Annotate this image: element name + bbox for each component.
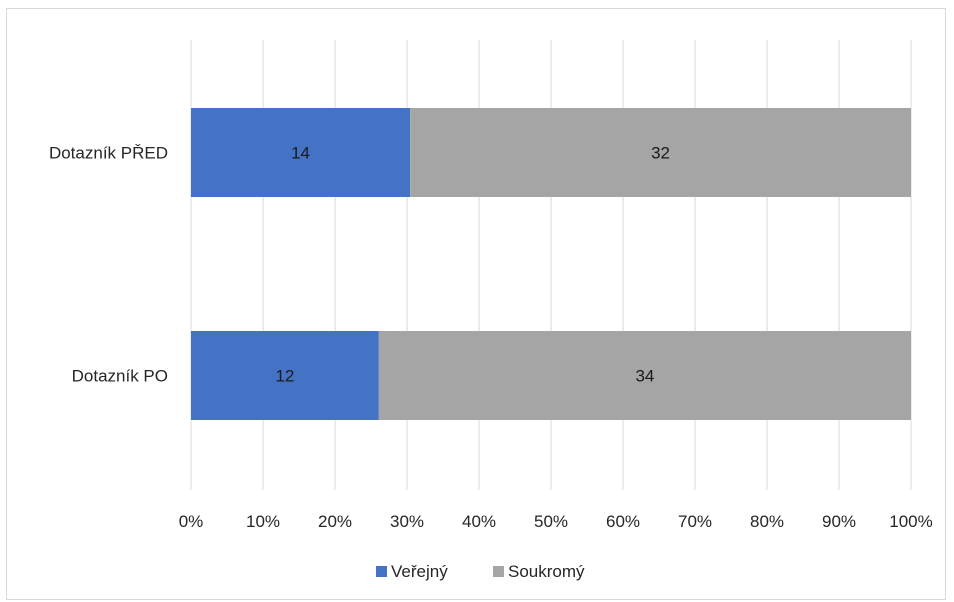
bar-segment	[410, 108, 911, 197]
x-tick-label: 70%	[678, 512, 712, 531]
bar-segment	[191, 331, 379, 420]
x-tick-label: 50%	[534, 512, 568, 531]
gridlines	[190, 40, 912, 490]
data-label: 34	[635, 367, 654, 386]
x-tick-label: 10%	[246, 512, 280, 531]
legend-swatch	[376, 566, 387, 577]
x-tick-label: 30%	[390, 512, 424, 531]
x-tick-labels: 0% 10% 20% 30% 40% 50% 60% 70% 80% 90% 100%	[179, 512, 933, 531]
legend-label: Soukromý	[508, 562, 585, 581]
x-tick-label: 0%	[179, 512, 204, 531]
legend-label: Veřejný	[391, 562, 448, 581]
category-label: Dotazník PŘED	[49, 144, 168, 163]
x-tick-label: 60%	[606, 512, 640, 531]
chart-frame	[6, 8, 946, 600]
category-label: Dotazník PO	[72, 367, 168, 386]
bar-segment	[191, 108, 411, 197]
x-tick-label: 90%	[822, 512, 856, 531]
x-tick-label: 40%	[462, 512, 496, 531]
x-tick-label: 80%	[750, 512, 784, 531]
data-label: 12	[275, 367, 294, 386]
bar-segment	[378, 331, 912, 420]
bars	[191, 108, 912, 420]
legend: Veřejný Soukromý	[376, 562, 585, 581]
legend-swatch	[493, 566, 504, 577]
data-labels: 14 32 12 34	[275, 144, 670, 386]
data-label: 14	[291, 144, 310, 163]
x-tick-label: 20%	[318, 512, 352, 531]
x-tick-label: 100%	[889, 512, 932, 531]
data-label: 32	[651, 144, 670, 163]
category-labels: Dotazník PŘED Dotazník PO	[49, 144, 168, 386]
